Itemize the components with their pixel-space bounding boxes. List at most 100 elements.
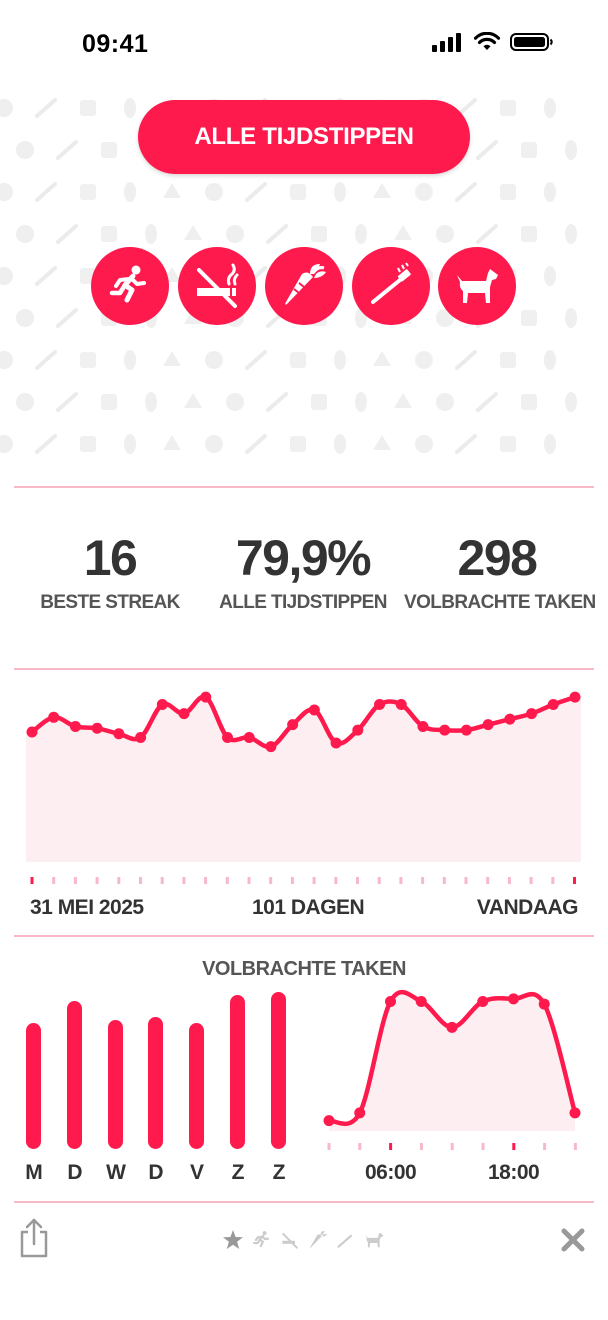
pattern-shape — [124, 434, 136, 454]
cellular-signal-icon — [432, 33, 461, 52]
timeline-point — [200, 691, 212, 703]
pattern-shape — [394, 393, 412, 408]
habit-running-button[interactable] — [91, 247, 169, 325]
divider — [14, 486, 594, 488]
pattern-shape — [101, 394, 117, 410]
timeline-point — [265, 741, 277, 753]
pattern-shape — [35, 266, 57, 286]
stat-best-streak: 16 BESTE STREAK — [30, 530, 190, 614]
timeline-tick — [290, 877, 294, 884]
timeline-tick — [139, 877, 142, 884]
pattern-shape — [35, 182, 57, 202]
pattern-shape — [35, 350, 57, 370]
weekday-bar — [26, 1022, 41, 1149]
completed-tasks-title: VOLBRACHTE TAKEN — [202, 958, 406, 980]
pattern-shape — [56, 392, 78, 412]
hour-tick-label: 18:00 — [488, 1161, 540, 1184]
running-person-icon[interactable] — [252, 1230, 272, 1250]
pattern-shape — [226, 225, 244, 243]
dog-icon[interactable] — [364, 1230, 384, 1250]
timeline-tick — [117, 877, 121, 884]
pattern-shape — [266, 392, 288, 412]
status-bar: 09:41 — [0, 0, 608, 92]
divider — [14, 935, 594, 937]
carrot-icon[interactable] — [308, 1230, 328, 1250]
weekday-label: W — [106, 1161, 126, 1184]
pattern-shape — [311, 394, 327, 410]
close-icon[interactable] — [560, 1227, 586, 1253]
pattern-shape — [35, 434, 57, 454]
pattern-shape — [373, 183, 391, 198]
pattern-shape — [565, 224, 577, 244]
pattern-shape — [56, 224, 78, 244]
habit-vegetable-button[interactable] — [265, 247, 343, 325]
hourly-point — [446, 1021, 458, 1033]
weekday-label: D — [148, 1161, 164, 1184]
pattern-shape — [476, 140, 498, 160]
timeline-tick — [30, 877, 34, 884]
weekday-label: Z — [272, 1161, 286, 1184]
hourly-tick — [358, 1143, 362, 1150]
status-time: 09:41 — [82, 30, 149, 58]
pattern-shape — [290, 184, 306, 200]
timeline-area — [26, 696, 581, 862]
toothbrush-icon[interactable] — [336, 1230, 356, 1250]
pattern-shape — [226, 393, 244, 411]
pattern-shape — [500, 184, 516, 200]
habit-no-smoking-button[interactable] — [178, 247, 256, 325]
pattern-shape — [0, 351, 13, 369]
timeline-point — [178, 708, 190, 720]
timeline-tick — [486, 877, 490, 884]
all-times-button[interactable]: ALLE TIJDSTIPPEN — [138, 100, 470, 174]
pattern-shape — [565, 308, 577, 328]
timeline-point — [417, 720, 429, 732]
pattern-shape — [334, 182, 346, 202]
pattern-shape — [311, 226, 327, 242]
no-smoking-icon — [197, 263, 239, 308]
pattern-shape — [455, 182, 477, 202]
pattern-shape — [35, 98, 57, 118]
pattern-shape — [124, 182, 136, 202]
timeline-tick — [551, 877, 555, 884]
pattern-shape — [521, 142, 537, 158]
no-smoking-icon[interactable] — [280, 1230, 300, 1250]
pattern-shape — [205, 351, 223, 369]
habit-dog-walk-button[interactable] — [438, 247, 516, 325]
pattern-shape — [205, 183, 223, 201]
pattern-shape — [565, 392, 577, 412]
pattern-shape — [521, 394, 537, 410]
timeline-tick — [399, 877, 403, 884]
timeline-tick — [312, 877, 316, 884]
pattern-shape — [245, 182, 267, 202]
timeline-point — [374, 698, 386, 710]
share-icon[interactable] — [16, 1216, 52, 1260]
timeline-point — [135, 731, 147, 743]
pattern-shape — [334, 434, 346, 454]
carrot-icon — [285, 264, 326, 305]
timeline-point — [482, 719, 494, 731]
divider — [14, 1201, 594, 1203]
timeline-point — [569, 691, 581, 703]
stat-value: 16 — [83, 530, 138, 586]
pattern-shape — [0, 183, 13, 201]
pattern-shape — [290, 436, 306, 452]
pattern-shape — [521, 310, 537, 326]
timeline-tick — [52, 877, 56, 884]
habit-toothbrush-button[interactable] — [352, 247, 430, 325]
timeline-point — [330, 737, 342, 749]
divider — [14, 668, 594, 670]
pattern-shape — [80, 184, 96, 200]
timeline-tick — [95, 877, 99, 884]
pattern-shape — [56, 140, 78, 160]
pattern-shape — [80, 352, 96, 368]
weekday-bar — [189, 1022, 204, 1149]
star-icon[interactable] — [222, 1229, 244, 1251]
pattern-shape — [163, 435, 181, 450]
hourly-tick — [389, 1143, 393, 1150]
pattern-shape — [290, 352, 306, 368]
timeline-tick — [225, 877, 229, 884]
timeline-tick — [160, 877, 164, 884]
timeline-point — [156, 698, 168, 710]
pattern-shape — [163, 351, 181, 366]
timeline-middle-label: 101 DAGEN — [252, 896, 365, 919]
